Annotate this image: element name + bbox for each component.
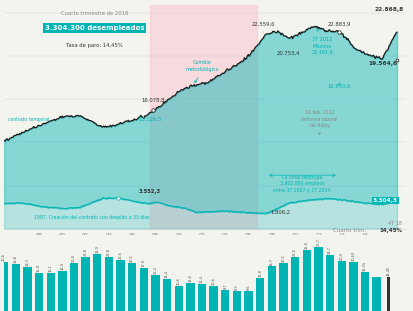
Text: 10,6: 10,6 <box>176 277 180 285</box>
Text: 16.078,8: 16.078,8 <box>141 98 164 103</box>
Bar <box>267 267 275 311</box>
Text: 25,6: 25,6 <box>304 241 308 249</box>
Bar <box>70 263 78 311</box>
Text: 23,9: 23,9 <box>95 245 99 253</box>
Text: 8,7: 8,7 <box>223 284 227 289</box>
Bar <box>139 268 148 311</box>
Text: 22.868,8: 22.868,8 <box>373 7 403 12</box>
Text: 14,45%: 14,45% <box>379 228 402 233</box>
Text: 20.753,4: 20.753,4 <box>276 50 299 55</box>
Bar <box>232 291 240 311</box>
Bar <box>12 264 20 311</box>
Bar <box>325 255 333 311</box>
Text: La crisis destruye
3.802.800 empleos
entre 3T 2007 y 1T 2014: La crisis destruye 3.802.800 empleos ent… <box>273 175 330 193</box>
Text: 20,1: 20,1 <box>130 254 134 262</box>
Text: 20,0: 20,0 <box>72 254 76 262</box>
Bar <box>360 272 368 311</box>
Bar <box>23 267 31 311</box>
Text: 21,6: 21,6 <box>118 251 122 259</box>
Bar <box>255 278 264 311</box>
Text: 3.304.300 desempleados: 3.304.300 desempleados <box>45 25 144 31</box>
Text: 3T 2012
Máximo
23.491,9: 3T 2012 Máximo 23.491,9 <box>311 37 332 55</box>
Text: 11,6: 11,6 <box>188 275 192 282</box>
Text: 22,8: 22,8 <box>107 248 111 256</box>
Text: 10 feb. 2012
Reforma laboral
de Rajoy: 10 feb. 2012 Reforma laboral de Rajoy <box>301 110 337 128</box>
Bar <box>221 290 229 311</box>
Text: 3.552,3: 3.552,3 <box>138 189 160 194</box>
Text: 16,1: 16,1 <box>49 264 52 272</box>
Text: 13,4: 13,4 <box>165 270 169 278</box>
Text: 23,7: 23,7 <box>327 246 331 253</box>
Text: 20,1: 20,1 <box>281 254 285 262</box>
Bar <box>0 262 8 311</box>
Text: 15,2: 15,2 <box>153 266 157 274</box>
Bar <box>279 263 287 311</box>
Text: 20,6: 20,6 <box>2 253 6 261</box>
Text: 26,7: 26,7 <box>316 239 320 247</box>
Text: 19,8: 19,8 <box>14 255 18 263</box>
Text: 20,63: 20,63 <box>351 251 354 261</box>
Text: 4T 18: 4T 18 <box>387 221 401 226</box>
Text: 16,9: 16,9 <box>60 262 64 270</box>
Bar <box>386 276 389 311</box>
Text: 22,8: 22,8 <box>83 248 88 256</box>
Text: 22,6: 22,6 <box>292 248 297 256</box>
Bar <box>58 271 66 311</box>
Text: Tasa de paro: 14,45%: Tasa de paro: 14,45% <box>66 43 123 48</box>
Bar <box>93 254 101 311</box>
Text: 3.304,3: 3.304,3 <box>372 197 396 203</box>
Text: 13.126,5: 13.126,5 <box>138 117 161 122</box>
Text: 1997. Creación del contrato con despido a 33 días: 1997. Creación del contrato con despido … <box>33 215 149 220</box>
Bar <box>209 286 217 311</box>
Text: 8,3: 8,3 <box>234 285 238 290</box>
Bar <box>104 257 113 311</box>
Text: 22.559,6: 22.559,6 <box>252 22 275 27</box>
Text: 18,7: 18,7 <box>269 258 273 266</box>
Bar <box>151 275 159 311</box>
Text: Cuarto trimestre de 2018: Cuarto trimestre de 2018 <box>61 11 128 16</box>
Text: 15,9: 15,9 <box>37 264 41 272</box>
Bar <box>149 5 256 229</box>
Text: 1.806,2: 1.806,2 <box>270 209 290 214</box>
Bar <box>186 283 194 311</box>
Bar <box>313 248 322 311</box>
Text: 22.883,9: 22.883,9 <box>327 22 350 27</box>
Text: 17,9: 17,9 <box>142 259 145 267</box>
Text: contrato temporal: contrato temporal <box>7 117 49 122</box>
Text: 16,55: 16,55 <box>362 260 366 271</box>
Text: 14,45: 14,45 <box>385 265 389 276</box>
Text: 18,3: 18,3 <box>25 259 29 267</box>
Bar <box>116 260 124 311</box>
Bar <box>290 257 299 311</box>
Bar <box>163 279 171 311</box>
Text: 8,6: 8,6 <box>246 284 250 290</box>
Text: 16.950,6: 16.950,6 <box>327 83 350 88</box>
Text: 11,4: 11,4 <box>199 275 204 283</box>
Bar <box>244 290 252 311</box>
Bar <box>337 261 345 311</box>
Bar <box>174 286 183 311</box>
Bar <box>128 263 136 311</box>
Bar <box>372 276 380 311</box>
Text: 10,6: 10,6 <box>211 277 215 285</box>
Text: Cambio
metodológico: Cambio metodológico <box>185 60 218 72</box>
Bar <box>35 273 43 311</box>
Bar <box>46 273 55 311</box>
Text: 13,8: 13,8 <box>258 269 261 277</box>
Text: 20,9: 20,9 <box>339 252 343 260</box>
Bar <box>81 257 90 311</box>
Text: Cuarto trim.: Cuarto trim. <box>332 228 368 233</box>
Bar <box>197 284 206 311</box>
Bar <box>348 262 357 311</box>
Bar <box>302 250 310 311</box>
Text: 19.564,6: 19.564,6 <box>368 61 396 66</box>
